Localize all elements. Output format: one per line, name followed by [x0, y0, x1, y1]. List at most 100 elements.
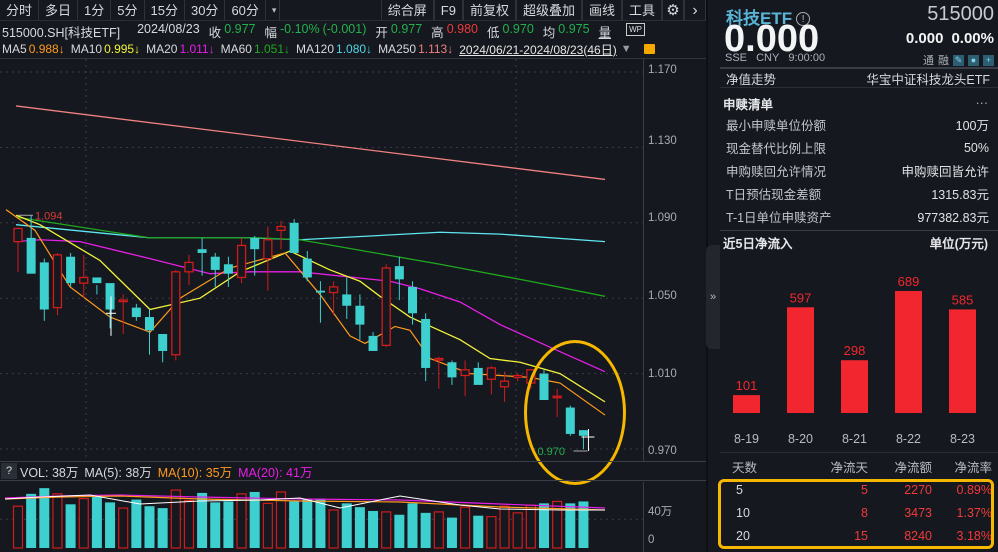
svg-text:8-19: 8-19	[734, 432, 759, 446]
table-row: 10 8 3473 1.37%	[720, 501, 998, 524]
add-icon[interactable]: +	[983, 54, 994, 66]
period-toolbar: 分时 多日 1分 5分 15分 30分 60分 ▾ 综合屏 F9 前复权 超级叠…	[0, 0, 706, 21]
close-label: 收	[208, 26, 222, 40]
volume-axis: 40万 0	[643, 482, 706, 552]
ma5-value: 0.988↓	[28, 42, 65, 56]
volume-chart[interactable]	[0, 482, 643, 552]
change-value: 0.000	[905, 30, 944, 47]
tab-60min[interactable]: 60分	[225, 0, 266, 21]
gear-icon[interactable]: ⚙	[662, 0, 684, 21]
tab-multi-day[interactable]: 多日	[39, 0, 79, 21]
lock-icon[interactable]	[643, 44, 655, 54]
help-button[interactable]: ?	[1, 463, 17, 479]
subscription-row: 最小申赎单位份额 100万	[720, 113, 998, 136]
net-inflow-bar-chart: 101 8-19 597 8-20 298 8-21 689 8-22 585 8-23	[733, 274, 976, 446]
svg-text:8-22: 8-22	[896, 432, 921, 446]
price-tick: 1.010	[648, 368, 677, 380]
ma60-label: MA60	[220, 42, 252, 56]
subscription-title: 申赎清单	[723, 97, 774, 112]
nav-trend-row[interactable]: 净值走势 华宝中证科技龙头ETF	[720, 67, 998, 88]
cell: 8240	[904, 528, 932, 543]
change-label: 幅	[264, 26, 277, 40]
wp-icon[interactable]: WP	[626, 23, 645, 36]
margin-tag: 融	[938, 55, 949, 67]
chevron-right-icon[interactable]: ›	[684, 0, 706, 21]
f9-button[interactable]: F9	[433, 0, 463, 21]
change-pct: 0.00%	[951, 30, 994, 47]
tab-intraday[interactable]: 分时	[0, 0, 40, 21]
high-label: 高	[431, 26, 444, 40]
ma5-label: MA5	[2, 42, 27, 56]
svg-text:8-23: 8-23	[950, 432, 975, 446]
row-value: 977382.83元	[917, 211, 989, 225]
volume-legend: ? VOL: 38万 MA(5): 38万 MA(10): 35万 MA(20)…	[0, 461, 706, 481]
info-icon[interactable]: !	[796, 12, 811, 26]
currency-label: CNY	[756, 52, 780, 64]
ma10-label: MA10	[70, 42, 103, 56]
open-label: 开	[375, 26, 388, 40]
vol-ma20-value: MA(20): 41万	[238, 465, 313, 480]
range-dropdown-icon[interactable]: ▼	[620, 43, 632, 55]
tab-1min[interactable]: 1分	[78, 0, 112, 21]
expand-panel-icon[interactable]: »	[706, 245, 720, 349]
header-inflow-days: 净流天	[830, 461, 868, 475]
bell-icon[interactable]: ●	[968, 54, 979, 66]
fund-name: 华宝中证科技龙头ETF	[866, 72, 990, 87]
tools-button[interactable]: 工具	[621, 0, 662, 21]
subscription-row: 现金替代比例上限 50%	[720, 136, 998, 159]
cell: 10	[736, 505, 750, 520]
subscription-row: T日预估现金差额 1315.83元	[720, 182, 998, 205]
cell: 0.89%	[956, 482, 992, 497]
tab-5min[interactable]: 5分	[111, 0, 145, 21]
ma10-value: 0.995↓	[104, 42, 141, 56]
table-row: 5 5 2270 0.89%	[720, 478, 998, 501]
table-header: 天数 净流天 净流额 净流率	[720, 455, 998, 478]
highlight-box	[718, 479, 994, 549]
edit-icon[interactable]: ✎	[953, 54, 964, 66]
row-label: T日预估现金差额	[726, 188, 822, 202]
cell: 1.37%	[956, 505, 992, 520]
composite-screen-button[interactable]: 综合屏	[380, 0, 434, 21]
market-meta: SSE CNY 9:00:00	[725, 52, 831, 64]
security-code: 515000	[927, 3, 994, 25]
quote-side-panel: 科技ETF! 515000 0.000 0.000 0.00% SSE CNY 9…	[720, 0, 998, 552]
cell: 5	[736, 482, 743, 497]
date-range-selector[interactable]: 2024/06/21-2024/08/23(46日)	[459, 42, 617, 57]
cell: 3.18%	[956, 528, 992, 543]
svg-text:101: 101	[736, 378, 758, 393]
tab-15min[interactable]: 15分	[145, 0, 185, 21]
kline-panel: 分时 多日 1分 5分 15分 30分 60分 ▾ 综合屏 F9 前复权 超级叠…	[0, 0, 706, 552]
row-value: 申购赎回皆允许	[901, 165, 989, 179]
divider	[720, 452, 998, 453]
vol-ma5-value: MA(5): 38万	[84, 465, 152, 480]
cell: 5	[861, 482, 868, 497]
svg-text:1.094: 1.094	[35, 210, 63, 222]
open-value: 0.977	[390, 22, 423, 36]
subscription-row: 申购赎回允许情况 申购赎回皆允许	[720, 159, 998, 182]
vol-ma10-value: MA(10): 35万	[157, 465, 233, 480]
period-dropdown-icon[interactable]: ▾	[266, 0, 280, 21]
more-icon[interactable]: ···	[975, 96, 989, 110]
security-name: 科技ETF!	[726, 4, 811, 29]
ma-info-line: MA5 0.988↓ MA10 0.995↓ MA20 1.011↓ MA60 …	[2, 41, 657, 57]
change-pct-value: -0.10%	[279, 22, 320, 36]
header-days: 天数	[732, 461, 758, 475]
super-overlay-button[interactable]: 超级叠加	[515, 0, 582, 21]
row-label: 申购赎回允许情况	[726, 165, 827, 179]
quote-tags: 通 融 ✎ ● +	[923, 52, 994, 68]
cell: 2270	[904, 482, 932, 497]
volume-label[interactable]: 量	[598, 26, 612, 40]
tab-30min[interactable]: 30分	[185, 0, 226, 21]
cell: 3473	[904, 505, 932, 520]
svg-text:8-21: 8-21	[842, 432, 867, 446]
forward-adjust-button[interactable]: 前复权	[462, 0, 516, 21]
draw-line-button[interactable]: 画线	[581, 0, 622, 21]
subscription-row: T-1日单位申赎资产 977382.83元	[720, 205, 998, 228]
ma20-value: 1.011↓	[179, 42, 215, 56]
net-inflow-title: 近5日净流入	[723, 236, 793, 251]
header-inflow-amount: 净流额	[894, 461, 932, 475]
price-tick: 1.130	[648, 135, 677, 147]
divider	[720, 230, 998, 231]
quote-info-line: 515000.SH[科技ETF] 2024/08/23 收 0.977 幅 -0…	[2, 22, 648, 40]
